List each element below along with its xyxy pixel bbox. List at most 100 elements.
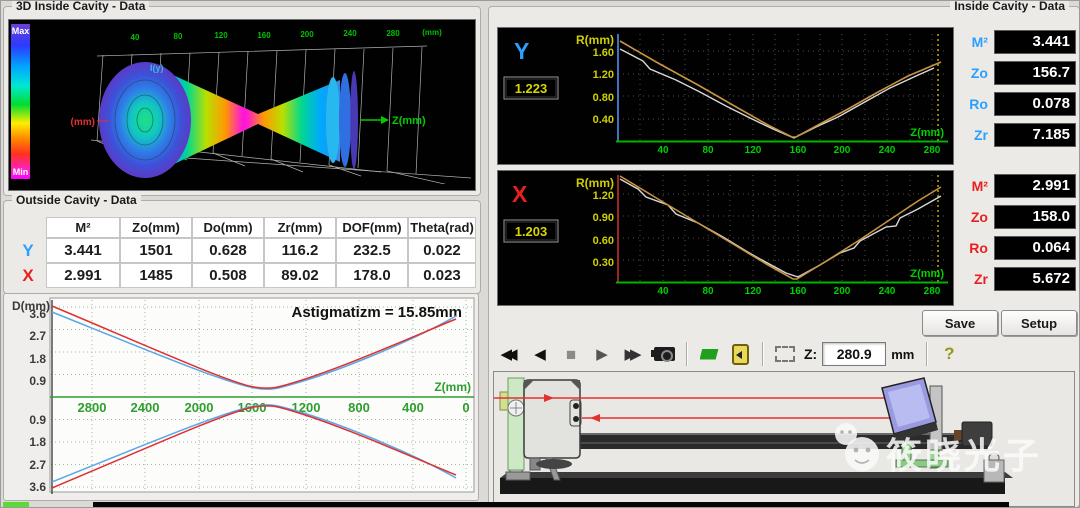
- plot-3d-caustic: Max Min: [8, 19, 476, 191]
- result-label: Zo: [970, 209, 988, 225]
- beam-arrow-right: [544, 394, 554, 402]
- result-value: 2.991: [993, 174, 1076, 198]
- y-axis-id: Y: [514, 38, 529, 64]
- mirror-leg: [929, 449, 940, 469]
- result-row: Zr 5.672: [957, 267, 1076, 291]
- progress-loaded-segment: [3, 502, 29, 507]
- svg-text:(mm): (mm): [422, 28, 442, 37]
- help-icon: ?: [944, 344, 955, 363]
- drive-motor: [961, 421, 993, 447]
- col-header: Zo(mm): [120, 217, 192, 238]
- col-header: Zr(mm): [264, 217, 336, 238]
- svg-text:120: 120: [745, 145, 762, 156]
- z-position-input[interactable]: [822, 342, 887, 366]
- svg-text:80: 80: [174, 32, 183, 41]
- result-row: Ro 0.078: [957, 92, 1076, 116]
- result-row: Zo 158.0: [957, 205, 1076, 229]
- toolbar-separator: [926, 342, 929, 366]
- result-row: M² 3.441: [957, 30, 1076, 54]
- table-cell: 0.628: [192, 238, 264, 263]
- grid: [618, 34, 946, 140]
- stop-button[interactable]: ■: [565, 344, 577, 364]
- fast-forward-button[interactable]: ▶▶: [624, 345, 641, 363]
- dashed-selection-icon: [775, 346, 795, 362]
- green-mount-plate: [507, 377, 525, 471]
- step-back-button[interactable]: ◀: [534, 345, 546, 363]
- astigmatism-annotation: Astigmatizm = 15.85mm: [292, 304, 463, 321]
- toolbar-separator: [686, 342, 688, 366]
- selection-tool-button[interactable]: [773, 342, 797, 366]
- svg-text:400: 400: [402, 400, 424, 415]
- colorbar-max-label: Max: [11, 26, 30, 36]
- video-progress-bar[interactable]: [93, 502, 1009, 507]
- table-cell: 89.02: [264, 263, 336, 288]
- help-button[interactable]: ?: [937, 342, 961, 366]
- beam-disk: [99, 62, 191, 178]
- table-cell: 3.441: [46, 238, 120, 263]
- result-label: Zr: [973, 127, 988, 143]
- transverse-axis-label: (mm): [71, 117, 95, 128]
- result-row: Zr 7.185: [957, 123, 1076, 147]
- side-tab: [499, 391, 509, 411]
- outside-cavity-table: M² Zo(mm) Do(mm) Zr(mm) DOF(mm) Theta(ra…: [10, 217, 476, 288]
- fit-curve: [619, 175, 942, 280]
- svg-text:0.80: 0.80: [593, 92, 614, 104]
- colorbar-min-label: Min: [12, 167, 29, 177]
- svg-text:40: 40: [657, 286, 669, 297]
- svg-text:2800: 2800: [78, 400, 107, 415]
- green-folder-icon: [699, 348, 719, 360]
- svg-text:240: 240: [343, 29, 357, 38]
- r-ticks: 1.60 1.20 0.80 0.40: [593, 47, 614, 126]
- svg-text:200: 200: [834, 145, 851, 156]
- x-caustic-svg: X 1.203 R(mm) 1.20 0.90 0.60 0.30: [503, 175, 948, 297]
- r-axis-label: R(mm): [576, 176, 614, 190]
- rail-top-face: [500, 472, 1013, 478]
- aperture-bracket: [569, 399, 582, 427]
- svg-text:80: 80: [702, 286, 714, 297]
- panel-inside-cavity: Inside Cavity - Data Y 1.223 R(mm) 1.60 …: [488, 1, 1079, 507]
- panel-title: Inside Cavity - Data: [950, 1, 1069, 13]
- table-cell: 1501: [120, 238, 192, 263]
- svg-text:200: 200: [834, 286, 851, 297]
- intensity-colorbar: Max Min: [11, 24, 30, 179]
- open-data-button[interactable]: [697, 342, 721, 366]
- beam-slice-1: [326, 77, 340, 163]
- playback-toolbar: ◀◀ ◀ ■ ▶ ▶▶ Z: mm ?: [497, 339, 968, 369]
- col-header: M²: [46, 217, 120, 238]
- result-label: M²: [971, 34, 988, 50]
- base-rail: [500, 478, 1005, 494]
- svg-text:3.6: 3.6: [29, 480, 46, 494]
- z-axis-label: Z(mm): [392, 115, 426, 127]
- z-axis-label: Z(mm): [434, 380, 471, 394]
- svg-text:280: 280: [386, 29, 400, 38]
- svg-text:280: 280: [924, 145, 941, 156]
- svg-text:3.6: 3.6: [29, 307, 46, 321]
- grid: [51, 300, 473, 492]
- snapshot-camera-button[interactable]: [650, 342, 676, 366]
- beam-slice-2: [339, 73, 351, 167]
- svg-text:0.30: 0.30: [593, 257, 614, 269]
- z-axis-label: Z(mm): [910, 268, 944, 280]
- caustic-3d-plot: 40 80 120 160 200 240 280 (mm) I(y) (mm)…: [71, 28, 472, 184]
- exit-button[interactable]: [728, 342, 752, 366]
- mirror-base: [895, 459, 949, 468]
- play-button[interactable]: ▶: [596, 345, 608, 363]
- rewind-button[interactable]: ◀◀: [500, 345, 517, 363]
- table-cell: 2.991: [46, 263, 120, 288]
- svg-text:1.8: 1.8: [29, 352, 46, 366]
- bench-schematic: 筱晓光子: [494, 377, 1039, 494]
- x-axis-id: X: [512, 181, 528, 207]
- setup-button[interactable]: Setup: [1001, 310, 1077, 336]
- result-value: 156.7: [993, 61, 1076, 85]
- toolbar-separator: [762, 342, 764, 366]
- result-row: M² 2.991: [957, 174, 1076, 198]
- table-cell: 0.022: [408, 238, 476, 263]
- table-cell: 232.5: [336, 238, 408, 263]
- save-button[interactable]: Save: [922, 310, 998, 336]
- y-caustic-svg: Y 1.223 R(mm) 1.60 1.20 0.80 0.40: [503, 33, 948, 156]
- astigmatism-plot: D(mm) 3.6 2.7 1.8 0.9 0.9 1.8 2.7 3.6 28…: [12, 297, 475, 494]
- svg-text:1.20: 1.20: [593, 69, 614, 81]
- upper-rail: [556, 434, 988, 449]
- x-waist-readout: 1.203: [515, 224, 548, 239]
